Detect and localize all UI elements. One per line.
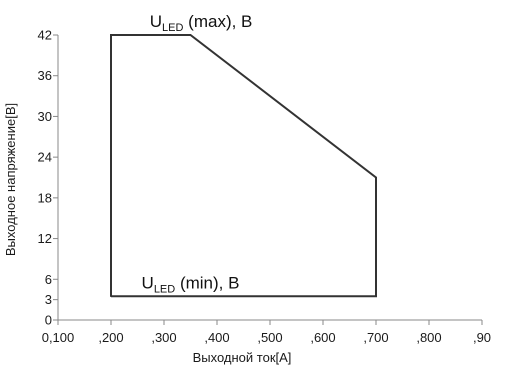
y-tick-label: 18: [38, 190, 52, 205]
x-tick-label: ,200: [98, 330, 123, 345]
annotation-subscript: LED: [154, 283, 175, 295]
x-tick-label: 0,100: [42, 330, 75, 345]
y-tick-label: 0: [45, 313, 52, 328]
y-tick-label: 36: [38, 68, 52, 83]
series-line: [110, 34, 377, 298]
x-tick-label: ,400: [204, 330, 229, 345]
x-tick-label: ,90: [473, 330, 491, 345]
x-tick-label: ,500: [257, 330, 282, 345]
x-tick-label: ,800: [416, 330, 441, 345]
series-point: [375, 176, 377, 179]
annotation-subscript: LED: [162, 22, 183, 34]
y-tick-label: 12: [38, 231, 52, 246]
series-point: [375, 295, 377, 298]
x-tick-label: ,700: [363, 330, 388, 345]
annotation-main: U: [142, 273, 154, 292]
y-axis-title: Выходное напряжение[B]: [3, 103, 18, 256]
x-axis-title: Выходной ток[A]: [193, 350, 292, 365]
annotation-main: U: [150, 12, 162, 31]
x-tick-label: ,600: [310, 330, 335, 345]
x-tick-label: ,300: [151, 330, 176, 345]
y-tick-label: 30: [38, 109, 52, 124]
series-point: [110, 34, 112, 36]
series-point: [110, 295, 112, 298]
annotation-label: ULED (max), B: [150, 12, 253, 34]
series-point: [189, 34, 192, 36]
annotation-label: ULED (min), B: [142, 273, 240, 295]
annotation-rest: (max), B: [183, 12, 252, 31]
series-layer: [110, 34, 377, 298]
y-tick-label: 6: [45, 272, 52, 287]
y-tick-label: 42: [38, 28, 52, 43]
annotation-rest: (min), B: [175, 273, 239, 292]
y-tick-label: 3: [45, 292, 52, 307]
y-tick-label: 24: [38, 150, 52, 165]
axes: [57, 35, 482, 321]
x-ticks: 0,100 ,200 ,300 ,400 ,500 ,600 ,700 ,800 ,90: [42, 320, 491, 345]
